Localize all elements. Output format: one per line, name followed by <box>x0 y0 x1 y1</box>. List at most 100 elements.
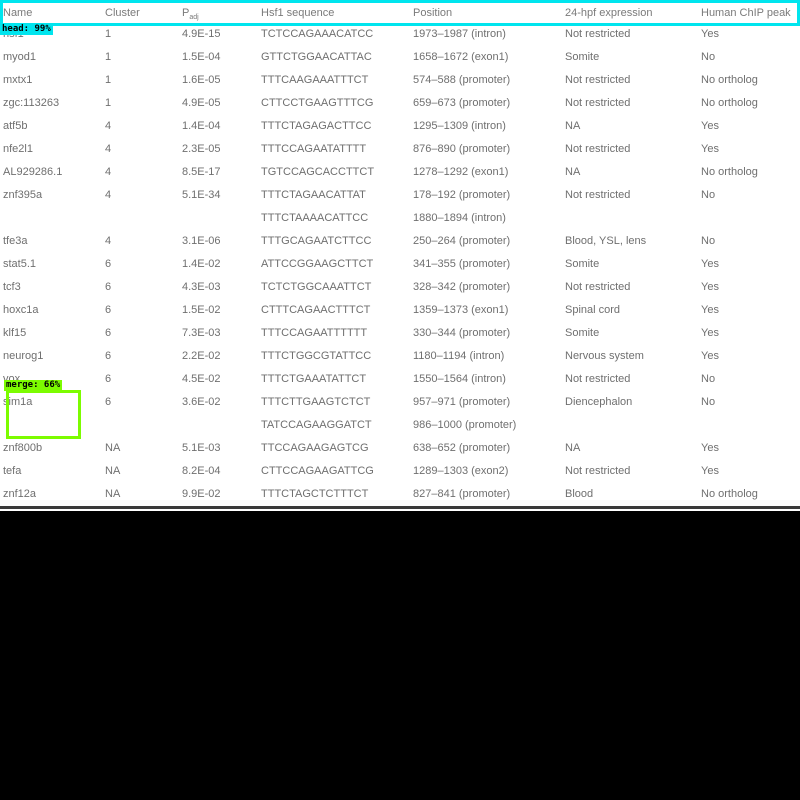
cell-position: 1289–1303 (exon2) <box>413 465 509 477</box>
cell-chip-peak: No ortholog <box>701 97 758 109</box>
cell-name: nfe2l1 <box>3 143 33 155</box>
cell-sequence: TTTCCAGAATTTTTT <box>261 327 368 339</box>
header-position: Position <box>413 6 452 20</box>
cell-expression: Not restricted <box>565 28 631 40</box>
cell-expression: NA <box>565 120 581 132</box>
header-expression: 24-hpf expression <box>565 6 652 20</box>
cell-position: 1295–1309 (intron) <box>413 120 506 132</box>
cell-padj: 3.6E-02 <box>182 396 221 408</box>
cell-name: myod1 <box>3 51 37 63</box>
cell-chip-peak: No ortholog <box>701 166 758 178</box>
header-chip-peak: Human ChIP peak <box>701 6 791 20</box>
cell-name: zgc:113263 <box>3 97 60 109</box>
cell-sequence: TTTCTGGCGTATTCC <box>261 350 372 362</box>
cell-sequence: CTTCCAGAAGATTCG <box>261 465 374 477</box>
cell-expression: Not restricted <box>565 373 631 385</box>
cell-chip-peak: Yes <box>701 120 719 132</box>
cell-padj: 4.5E-02 <box>182 373 221 385</box>
cell-cluster: 1 <box>105 28 112 40</box>
cell-expression: Spinal cord <box>565 304 621 316</box>
cell-name: znf800b <box>3 442 43 454</box>
cell-name: stat5.1 <box>3 258 37 270</box>
cell-sequence: TTTCTTGAAGTCTCT <box>261 396 371 408</box>
cell-cluster: 6 <box>105 327 112 339</box>
cell-sequence: TCTCCAGAAACATCC <box>261 28 374 40</box>
header-text: Position <box>413 7 453 19</box>
cell-name: klf15 <box>3 327 27 339</box>
cell-cluster: 6 <box>105 396 112 408</box>
cell-cluster: 1 <box>105 74 112 86</box>
cell-padj: 1.4E-02 <box>182 258 221 270</box>
header-text: 24-hpf expression <box>565 7 653 19</box>
cell-sequence: GTTCTGGAACATTAC <box>261 51 372 63</box>
cell-chip-peak: Yes <box>701 281 719 293</box>
cell-sequence: TGTCCAGCACCTTCT <box>261 166 375 178</box>
cell-expression: Somite <box>565 258 600 270</box>
cell-expression: Not restricted <box>565 465 631 477</box>
cell-position: 1278–1292 (exon1) <box>413 166 509 178</box>
cell-sequence: TTTCAAGAAATTTCT <box>261 74 369 86</box>
cell-cluster: 4 <box>105 235 112 247</box>
cell-padj: 1.5E-02 <box>182 304 221 316</box>
cell-padj: 8.2E-04 <box>182 465 221 477</box>
cell-expression: Blood <box>565 488 594 500</box>
cell-name: sim1a <box>3 396 33 408</box>
cell-name: neurog1 <box>3 350 44 362</box>
cell-cluster: 4 <box>105 166 112 178</box>
cell-position: 957–971 (promoter) <box>413 396 511 408</box>
cell-position: 827–841 (promoter) <box>413 488 511 500</box>
cell-sequence: TTTGCAGAATCTTCC <box>261 235 372 247</box>
cell-sequence: TTCCAGAAGAGTCG <box>261 442 369 454</box>
cell-expression: Not restricted <box>565 189 631 201</box>
cell-cluster: 6 <box>105 304 112 316</box>
cell-sequence: TTTCCAGAATATTTT <box>261 143 367 155</box>
cell-name: AL929286.1 <box>3 166 63 178</box>
cell-expression: Not restricted <box>565 281 631 293</box>
cell-cluster: 4 <box>105 120 112 132</box>
cell-sequence: ATTCCGGAAGCTTCT <box>261 258 374 270</box>
cell-padj: 7.3E-03 <box>182 327 221 339</box>
cell-position: 1180–1194 (intron) <box>413 350 505 362</box>
cell-name: hoxc1a <box>3 304 39 316</box>
cell-position: 330–344 (promoter) <box>413 327 511 339</box>
cell-sequence: CTTTCAGAACTTTCT <box>261 304 371 316</box>
cell-chip-peak: No <box>701 235 716 247</box>
cell-padj: 4.9E-05 <box>182 97 221 109</box>
cell-position: 1973–1987 (intron) <box>413 28 506 40</box>
cell-cluster: 6 <box>105 350 112 362</box>
cell-position: 328–342 (promoter) <box>413 281 511 293</box>
cell-padj: 9.9E-02 <box>182 488 221 500</box>
cell-chip-peak: No <box>701 189 716 201</box>
detection-label-merge: merge: 66% <box>4 380 63 391</box>
table-page: Name Cluster Padj Hsf1 sequence Position 24-h… <box>0 0 800 511</box>
header-padj: Padj <box>182 6 199 22</box>
table-bottom-rule <box>0 506 800 509</box>
cell-position: 1880–1894 (intron) <box>413 212 506 224</box>
cell-chip-peak: No <box>701 396 716 408</box>
header-text: Hsf1 sequence <box>261 7 335 19</box>
cell-name: tfe3a <box>3 235 28 247</box>
cell-sequence: TATCCAGAAGGATCT <box>261 419 372 431</box>
cell-cluster: 6 <box>105 258 112 270</box>
header-text: Cluster <box>105 7 140 19</box>
cell-chip-peak: Yes <box>701 304 719 316</box>
cell-cluster: 1 <box>105 97 112 109</box>
cell-position: 250–264 (promoter) <box>413 235 511 247</box>
cell-cluster: 6 <box>105 281 112 293</box>
cell-padj: 2.3E-05 <box>182 143 221 155</box>
cell-sequence: CTTCCTGAAGTTTCG <box>261 97 374 109</box>
detection-box-head <box>0 0 800 26</box>
cell-name: atf5b <box>3 120 28 132</box>
detection-box-merge <box>6 390 81 439</box>
header-cluster: Cluster <box>105 6 140 20</box>
cell-name: znf12a <box>3 488 37 500</box>
cell-cluster: NA <box>105 442 121 454</box>
cell-name: tefa <box>3 465 22 477</box>
detection-label-head: head: 99% <box>0 24 53 35</box>
cell-padj: 5.1E-34 <box>182 189 221 201</box>
cell-chip-peak: No <box>701 51 716 63</box>
cell-expression: Diencephalon <box>565 396 633 408</box>
cell-chip-peak: No <box>701 373 716 385</box>
header-text: P <box>182 7 190 19</box>
cell-sequence: TTTCTAAAACATTCC <box>261 212 369 224</box>
